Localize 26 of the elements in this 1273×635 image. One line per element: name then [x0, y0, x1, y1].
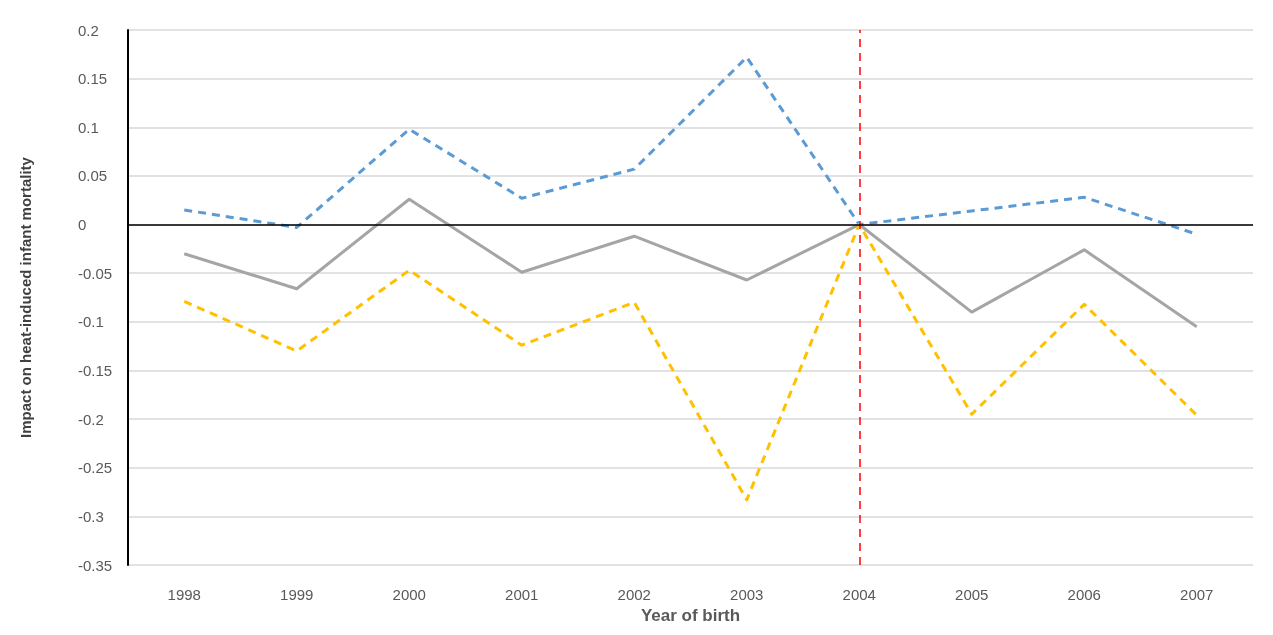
x-tick-label: 2002: [617, 586, 651, 603]
y-tick-label: -0.35: [78, 556, 113, 574]
y-tick-label: -0.25: [78, 459, 113, 477]
x-tick-label: 2004: [842, 586, 876, 603]
line-series: [182, 223, 1199, 502]
x-tick-label: 1999: [280, 586, 314, 603]
x-tick-label: 2000: [392, 586, 426, 603]
y-tick-label: -0.15: [78, 361, 113, 379]
y-tick-label: 0.1: [78, 118, 99, 136]
y-tick-label: 0.15: [78, 70, 108, 88]
y-tick-label: -0.1: [78, 313, 104, 331]
x-tick-label: 2006: [1067, 586, 1101, 603]
y-tick-label: 0.05: [78, 167, 108, 185]
x-tick-label: 2007: [1180, 586, 1214, 603]
x-tick-label: 2001: [505, 586, 539, 603]
y-tick-label: -0.3: [78, 507, 104, 525]
y-axis-title: Impact on heat-induced infant mortality: [17, 156, 34, 438]
line-series: [182, 197, 1199, 329]
y-tick-label: 0.2: [78, 21, 99, 39]
y-tick-label: 0: [78, 216, 87, 234]
x-tick-label: 2005: [955, 586, 989, 603]
y-tick-label: -0.05: [78, 264, 113, 282]
x-tick-label: 1998: [167, 586, 201, 603]
x-tick-label: 2003: [730, 586, 764, 603]
y-tick-label: -0.2: [78, 410, 104, 428]
x-axis-title: Year of birth: [640, 605, 741, 625]
